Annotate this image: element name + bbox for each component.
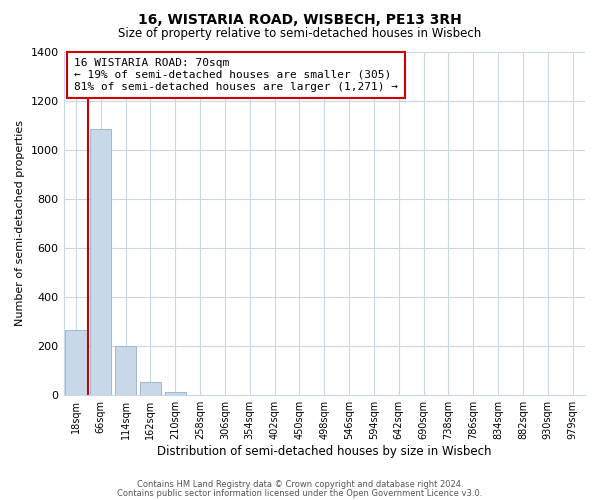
Text: Contains public sector information licensed under the Open Government Licence v3: Contains public sector information licen…	[118, 488, 482, 498]
Text: 16 WISTARIA ROAD: 70sqm
← 19% of semi-detached houses are smaller (305)
81% of s: 16 WISTARIA ROAD: 70sqm ← 19% of semi-de…	[74, 58, 398, 92]
Bar	[90, 128, 112, 394]
Text: Size of property relative to semi-detached houses in Wisbech: Size of property relative to semi-detach…	[118, 28, 482, 40]
Text: 16, WISTARIA ROAD, WISBECH, PE13 3RH: 16, WISTARIA ROAD, WISBECH, PE13 3RH	[138, 12, 462, 26]
Text: Contains HM Land Registry data © Crown copyright and database right 2024.: Contains HM Land Registry data © Crown c…	[137, 480, 463, 489]
X-axis label: Distribution of semi-detached houses by size in Wisbech: Distribution of semi-detached houses by …	[157, 444, 491, 458]
Bar	[115, 346, 136, 395]
Bar	[165, 392, 186, 394]
Bar	[140, 382, 161, 394]
Y-axis label: Number of semi-detached properties: Number of semi-detached properties	[15, 120, 25, 326]
Bar	[65, 330, 86, 394]
